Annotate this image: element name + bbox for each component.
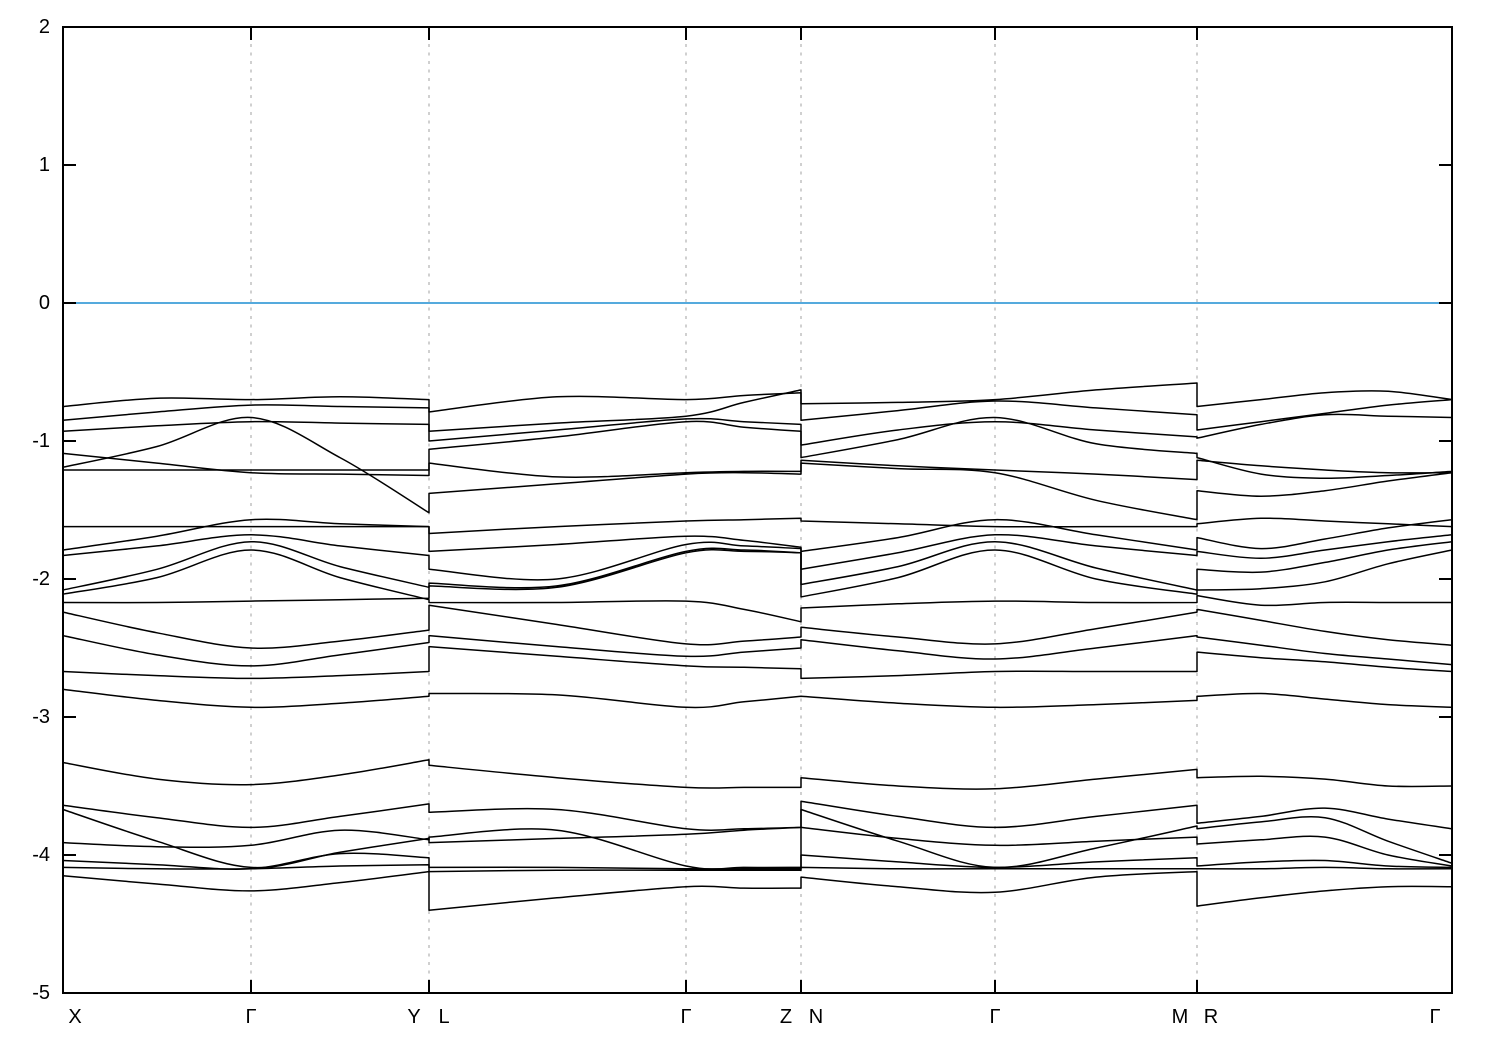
y-tick-label: 0 [39, 292, 50, 314]
y-tick-label: -4 [32, 844, 50, 866]
x-tick-label: L [438, 1006, 449, 1028]
band-lines [62, 382, 1453, 911]
band-line [62, 688, 1453, 709]
band-line [62, 549, 1452, 623]
y-tick-label: -5 [32, 982, 50, 1004]
x-tick-label: Γ [680, 1006, 691, 1028]
band-line [62, 452, 1453, 481]
tick-marks [63, 26, 1452, 994]
band-line [63, 416, 1453, 480]
x-tick-label: Γ [989, 1006, 1000, 1028]
y-tick-label: 2 [39, 16, 50, 38]
band-line [62, 382, 1453, 413]
band-line [62, 870, 1453, 911]
plot-border [62, 26, 1453, 994]
gridlines [250, 27, 1198, 993]
x-tick-label: R [1204, 1006, 1218, 1028]
band-line [62, 863, 1453, 873]
axes [62, 26, 1453, 994]
y-tick-label: -3 [32, 706, 50, 728]
y-tick-label: -2 [32, 568, 50, 590]
y-tick-labels: 2 1 0 -1 -2 -3 -4 -5 [32, 16, 50, 1004]
band-line [62, 800, 1453, 832]
x-tick-label: M [1172, 1006, 1189, 1028]
y-tick-label: -1 [32, 430, 50, 452]
x-tick-label: N [809, 1006, 823, 1028]
x-tick-label: Γ [1429, 1006, 1440, 1028]
band-line [62, 533, 1453, 581]
band-line [62, 518, 1453, 553]
band-line [62, 604, 1453, 649]
x-tick-label: X [68, 1006, 81, 1028]
band-line [62, 413, 1453, 446]
band-line [62, 645, 1453, 680]
y-tick-label: 1 [39, 154, 50, 176]
band-line [62, 540, 1453, 591]
band-line [62, 517, 1453, 551]
x-tick-label: Γ [245, 1006, 256, 1028]
band-line [62, 634, 1453, 667]
x-tick-label: Z [780, 1006, 792, 1028]
band-line [62, 416, 1453, 521]
band-line [62, 548, 1453, 604]
band-line [62, 759, 1453, 790]
band-line [62, 389, 1453, 433]
x-tick-label: Y [407, 1006, 420, 1028]
